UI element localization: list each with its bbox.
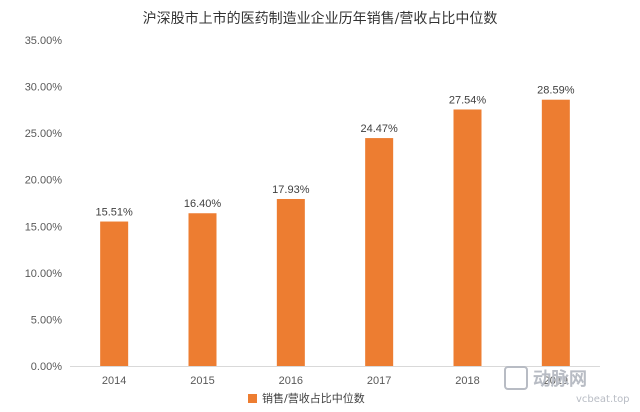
- watermark-site: vcbeat.top: [576, 394, 630, 405]
- data-label: 27.54%: [449, 94, 487, 106]
- data-label: 17.93%: [272, 184, 310, 196]
- legend-swatch: [248, 394, 257, 403]
- x-tick-label: 2019: [544, 375, 568, 387]
- data-label: 28.59%: [537, 85, 575, 97]
- x-tick-label: 2018: [455, 375, 479, 387]
- y-tick-label: 25.00%: [25, 128, 63, 140]
- bar: [100, 221, 129, 366]
- y-tick-label: 5.00%: [31, 314, 62, 326]
- bar: [276, 198, 305, 366]
- bar: [453, 109, 482, 367]
- y-tick-label: 0.00%: [31, 361, 62, 373]
- data-label: 16.40%: [184, 198, 222, 210]
- y-tick-label: 35.00%: [25, 35, 63, 47]
- bar: [188, 213, 217, 366]
- data-label: 24.47%: [361, 123, 399, 135]
- y-tick-label: 10.00%: [25, 268, 63, 280]
- chart-title: 沪深股市上市的医药制造业企业历年销售/营收占比中位数: [142, 11, 498, 27]
- bar: [365, 138, 394, 366]
- y-tick-label: 30.00%: [25, 82, 63, 94]
- watermark-logo-icon: [504, 366, 528, 390]
- x-tick-label: 2015: [190, 375, 214, 387]
- data-label: 15.51%: [96, 207, 134, 219]
- x-tick-label: 2016: [279, 375, 303, 387]
- bar: [541, 99, 570, 366]
- legend-label: 销售/营收占比中位数: [262, 391, 365, 405]
- x-tick-label: 2017: [367, 375, 391, 387]
- x-tick-label: 2014: [102, 375, 126, 387]
- y-tick-label: 15.00%: [25, 221, 63, 233]
- watermark-brand: 动脉网: [533, 368, 587, 390]
- y-tick-label: 20.00%: [25, 175, 63, 187]
